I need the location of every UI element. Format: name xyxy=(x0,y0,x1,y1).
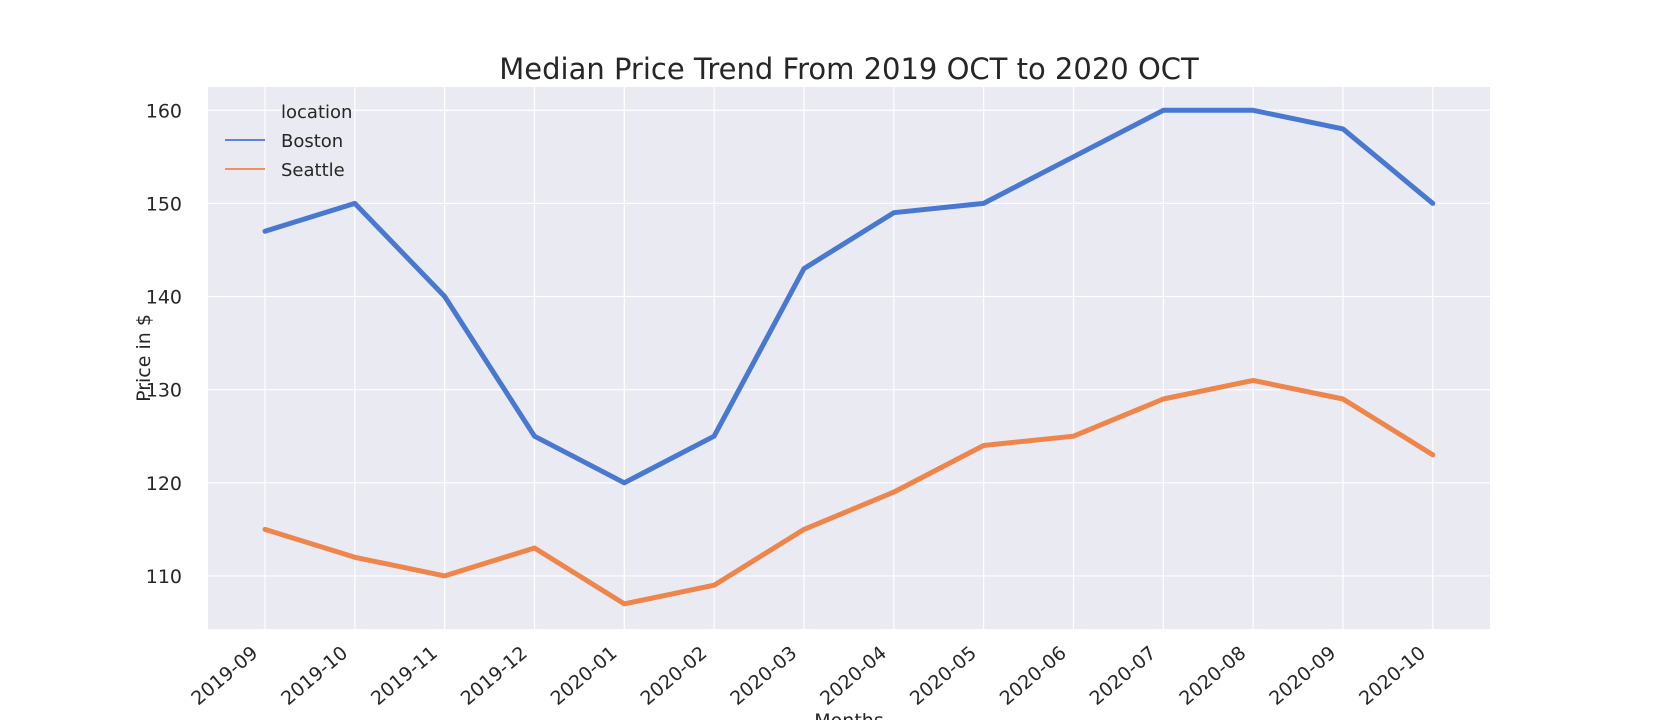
y-tick-label: 160 xyxy=(146,100,182,122)
series-line-seattle xyxy=(262,377,1436,607)
x-tick-label: 2020-02 xyxy=(636,642,711,710)
x-tick-label: 2019-11 xyxy=(367,642,442,710)
plot-background xyxy=(208,87,1490,629)
y-tick-label: 120 xyxy=(146,473,182,495)
legend-label-boston: Boston xyxy=(281,131,343,152)
x-tick-label: 2020-06 xyxy=(996,642,1071,710)
x-axis-label: Months xyxy=(814,710,883,720)
x-tick-label: 2020-08 xyxy=(1175,642,1250,710)
x-tick-label: 2020-05 xyxy=(906,642,981,710)
chart-title: Median Price Trend From 2019 OCT to 2020… xyxy=(499,52,1199,86)
series-line-boston xyxy=(262,107,1436,486)
x-tick-label: 2020-10 xyxy=(1355,642,1430,710)
x-tick-label: 2019-12 xyxy=(457,642,532,710)
legend: location Boston Seattle xyxy=(225,102,352,181)
x-tick-label: 2019-09 xyxy=(187,642,262,710)
x-tick-label: 2020-07 xyxy=(1086,642,1161,710)
y-tick-label: 130 xyxy=(146,380,182,402)
x-tick-label: 2019-10 xyxy=(277,642,352,710)
x-tick-label: 2020-04 xyxy=(816,642,891,710)
x-tick-label: 2020-09 xyxy=(1265,642,1340,710)
y-axis-label: Price in $ xyxy=(133,314,155,402)
legend-title: location xyxy=(281,102,352,123)
x-tick-label: 2020-01 xyxy=(547,642,622,710)
series-lines xyxy=(262,107,1436,607)
y-tick-label: 110 xyxy=(146,566,182,588)
x-tick-label: 2020-03 xyxy=(726,642,801,710)
y-tick-label: 150 xyxy=(146,193,182,215)
y-tick-label: 140 xyxy=(146,287,182,309)
grid-lines xyxy=(208,87,1490,629)
legend-label-seattle: Seattle xyxy=(281,160,345,181)
